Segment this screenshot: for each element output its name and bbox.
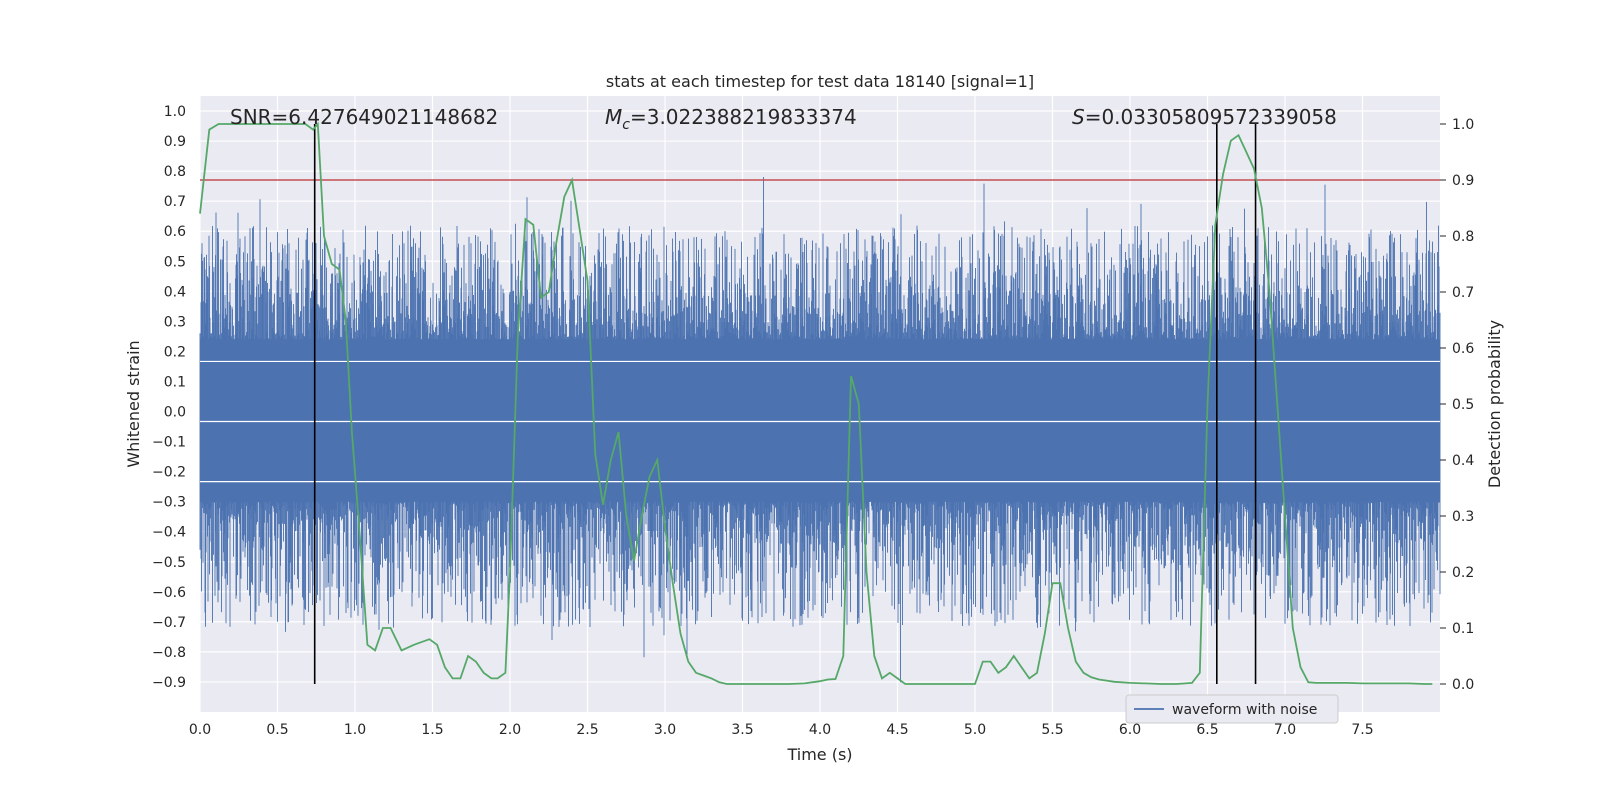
y2-tick-label: 0.2 (1452, 565, 1474, 581)
y-tick-label: −0.6 (152, 585, 186, 601)
y2-tick-label: 0.4 (1452, 453, 1474, 469)
legend-label: waveform with noise (1172, 702, 1317, 718)
y2-tick-label: 0.9 (1452, 173, 1474, 189)
y-tick-label: 0.9 (164, 134, 186, 150)
y-tick-label: −0.5 (152, 555, 186, 571)
y-tick-label: −0.1 (152, 435, 186, 451)
x-tick-label: 7.5 (1351, 722, 1373, 738)
s-value: =0.03305809572339058 (1085, 105, 1337, 129)
x-tick-label: 0.0 (189, 722, 211, 738)
y2-tick-label: 0.3 (1452, 509, 1474, 525)
mc-symbol: M (605, 105, 622, 129)
y-tick-label: 0.7 (164, 194, 186, 210)
y-tick-label: 0.4 (164, 284, 186, 300)
y-tick-label: 0.0 (164, 405, 186, 421)
x-tick-label: 3.0 (654, 722, 676, 738)
y-tick-label: 0.8 (164, 164, 186, 180)
y2-tick-label: 0.8 (1452, 229, 1474, 245)
x-axis-label: Time (s) (786, 745, 852, 764)
y-tick-label: −0.7 (152, 615, 186, 631)
probability-series-line (199, 121, 1433, 685)
x-tick-label: 5.0 (964, 722, 986, 738)
s-annotation: S=0.03305809572339058 (1072, 105, 1337, 129)
mc-subscript: c (622, 117, 630, 133)
y-tick-label: 0.6 (164, 224, 186, 240)
y-axis-label: Whitened strain (124, 340, 143, 467)
legend: waveform with noise (1125, 694, 1339, 724)
x-tick-label: 4.0 (809, 722, 831, 738)
snr-annotation: SNR=6.427649021148682 (230, 105, 498, 129)
y2-tick-label: 0.6 (1452, 341, 1474, 357)
y-tick-label: −0.3 (152, 495, 186, 511)
y-tick-label: 1.0 (164, 104, 186, 120)
y-axis-ticks: −0.9 −0.8 −0.7 −0.6 −0.5 −0.4 −0.3 −0.2 −0.1 0.0 0… (152, 104, 186, 691)
y-tick-label: 0.2 (164, 344, 186, 360)
s-symbol: S (1072, 105, 1085, 129)
chart-title: stats at each timestep for test data 181… (606, 72, 1034, 91)
x-tick-label: 3.5 (731, 722, 753, 738)
x-tick-label: 1.0 (344, 722, 366, 738)
y-tick-label: 0.1 (164, 374, 186, 390)
y-tick-label: −0.8 (152, 645, 186, 661)
y2-tick-label: 0.0 (1452, 677, 1474, 693)
x-tick-label: 2.5 (576, 722, 598, 738)
chirp-mass-annotation: Mc=3.022388219833374 (605, 105, 857, 133)
x-tick-label: 6.5 (1196, 722, 1218, 738)
y2-axis-ticks: 0.0 0.1 0.2 0.3 0.4 0.5 0.6 0.7 0.8 0.9 1.0 (1440, 117, 1474, 693)
x-tick-label: 1.5 (421, 722, 443, 738)
y2-axis-label: Detection probability (1485, 320, 1504, 488)
y2-tick-label: 0.1 (1452, 621, 1474, 637)
waveform-core (200, 339, 1440, 502)
x-axis-ticks: 0.0 0.5 1.0 1.5 2.0 2.5 3.0 3.5 4.0 4.5 5.0 5.5 6.0 6… (189, 722, 1374, 738)
y2-tick-label: 0.5 (1452, 397, 1474, 413)
mc-value: =3.022388219833374 (630, 105, 857, 129)
x-tick-label: 2.0 (499, 722, 521, 738)
y-tick-label: −0.4 (152, 525, 186, 541)
waveform-series (199, 177, 1441, 683)
y-tick-label: −0.9 (152, 675, 186, 691)
y-tick-label: 0.3 (164, 314, 186, 330)
x-tick-label: 0.5 (266, 722, 288, 738)
x-tick-label: 6.0 (1119, 722, 1141, 738)
legend-box (1125, 694, 1339, 724)
x-tick-label: 7.0 (1274, 722, 1296, 738)
x-tick-label: 4.5 (886, 722, 908, 738)
x-tick-label: 5.5 (1041, 722, 1063, 738)
y2-tick-label: 1.0 (1452, 117, 1474, 133)
y-tick-label: −0.2 (152, 465, 186, 481)
y2-tick-label: 0.7 (1452, 285, 1474, 301)
y-tick-label: 0.5 (164, 254, 186, 270)
